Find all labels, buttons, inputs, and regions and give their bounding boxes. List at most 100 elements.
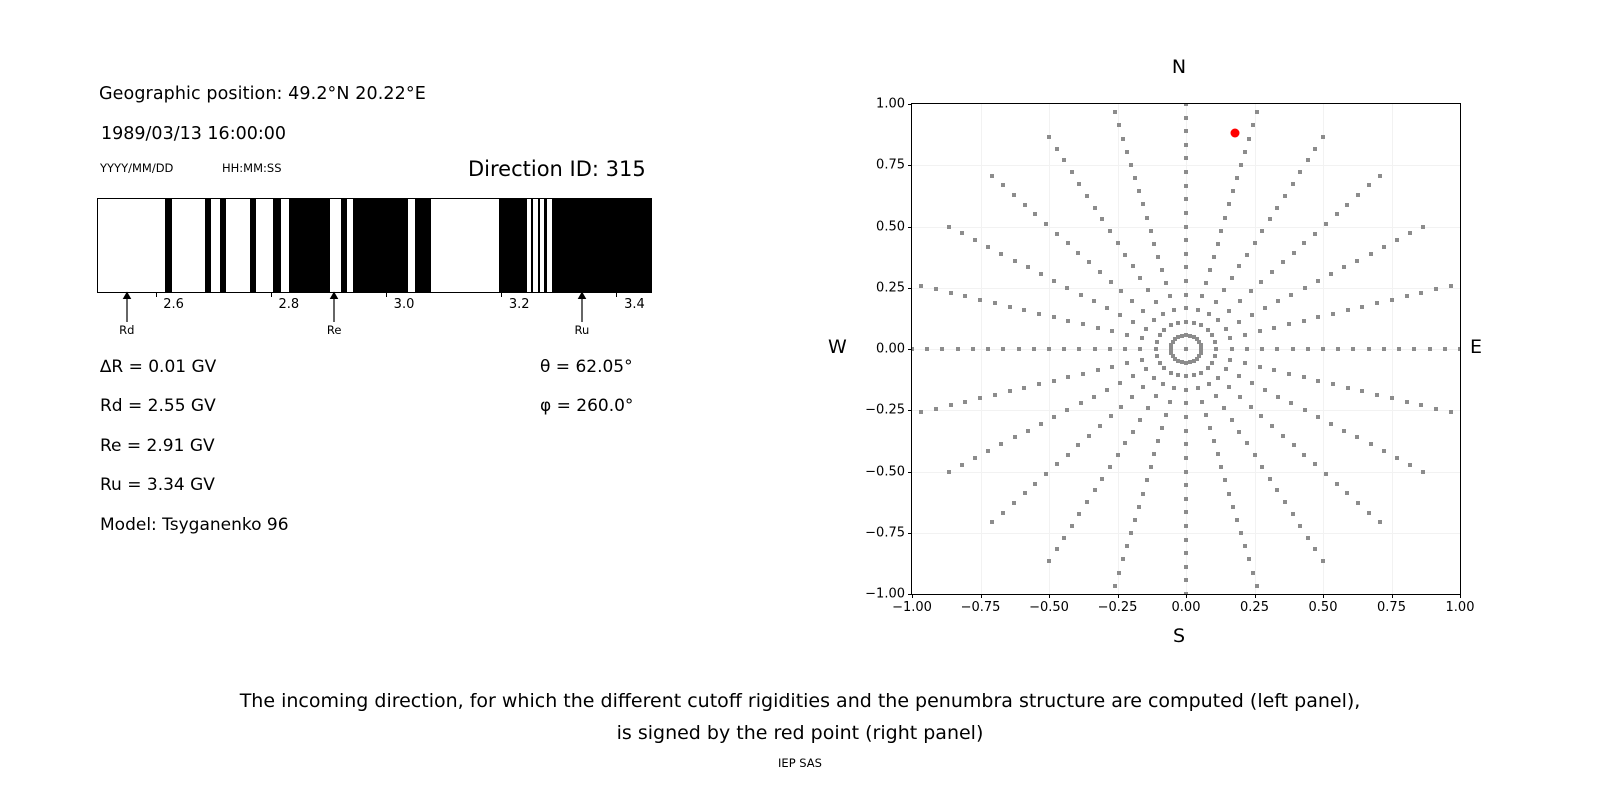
scatter-point [1108, 279, 1113, 284]
scatter-point [1291, 443, 1296, 448]
scatter-point [1184, 415, 1188, 420]
scatter-point [1051, 378, 1056, 383]
scatter-point [1215, 452, 1220, 457]
x-axis-tick-mark [912, 594, 913, 598]
scatter-point [1110, 364, 1115, 369]
scatter-point [1157, 333, 1162, 338]
scatter-point [1132, 176, 1137, 181]
penumbra-tick-label: 2.8 [278, 297, 300, 312]
scatter-point [1237, 429, 1242, 434]
scatter-point [1054, 462, 1059, 467]
penumbra-band [250, 199, 257, 292]
scatter-point [1066, 318, 1071, 323]
scatter-point [1419, 403, 1424, 408]
scatter-point [1260, 229, 1265, 234]
scatter-point [1199, 399, 1204, 404]
scatter-point [1152, 452, 1157, 457]
penumbra-tick-label: 3.2 [508, 297, 530, 312]
scatter-point [959, 231, 964, 236]
y-axis-tick-label: −0.50 [865, 464, 905, 479]
selected-direction-point[interactable] [1230, 128, 1240, 138]
penumbra-band [530, 199, 534, 292]
scatter-point [1275, 347, 1280, 351]
scatter-point [1199, 370, 1204, 375]
scatter-point [1211, 439, 1216, 444]
scatter-point [919, 283, 924, 288]
scatter-point [1007, 304, 1012, 309]
scatter-point [1184, 401, 1188, 406]
scatter-point [1118, 312, 1123, 317]
penumbra-band [289, 199, 331, 292]
scatter-point [946, 224, 951, 229]
scatter-point [1228, 336, 1233, 341]
scatter-point [1199, 294, 1204, 299]
scatter-point [1360, 389, 1365, 394]
scatter-point [1270, 423, 1275, 428]
param-rd: Rd = 2.55 GV [100, 396, 216, 416]
compass-east-label: E [1470, 336, 1483, 358]
scatter-point [1210, 360, 1215, 365]
scatter-point [1316, 378, 1321, 383]
scatter-point [1222, 405, 1227, 410]
scatter-point [1113, 583, 1118, 588]
scatter-point [912, 347, 914, 351]
penumbra-tick-mark [386, 293, 388, 297]
scatter-point [1033, 212, 1038, 217]
scatter-point [992, 301, 997, 306]
scatter-point [1184, 551, 1188, 556]
scatter-point [1254, 110, 1259, 115]
param-ru: Ru = 3.34 GV [100, 475, 215, 495]
scatter-point [1077, 181, 1082, 186]
scatter-point [1092, 205, 1097, 210]
figure-caption: The incoming direction, for which the di… [0, 685, 1600, 749]
scatter-point [1184, 455, 1188, 460]
scatter-point [1162, 327, 1167, 332]
scatter-point [1280, 260, 1285, 265]
y-axis-tick-mark [908, 287, 912, 289]
scatter-point [1345, 308, 1350, 313]
scatter-point [1153, 347, 1158, 351]
penumbra-band [551, 199, 651, 292]
scatter-point [1052, 278, 1057, 283]
scatter-point [1229, 347, 1234, 351]
scatter-point [1219, 465, 1224, 470]
scatter-point [1184, 251, 1188, 256]
scatter-point [1128, 531, 1133, 536]
x-axis-tick-mark [1254, 594, 1256, 598]
scatter-point [1229, 417, 1234, 422]
scatter-point [1298, 170, 1303, 175]
scatter-point [1022, 308, 1027, 313]
scatter-point [1205, 366, 1210, 371]
scatter-point [990, 173, 995, 178]
scatter-point [1345, 385, 1350, 390]
scatter-point [1130, 429, 1135, 434]
scatter-point [1394, 455, 1399, 460]
scatter-point [1305, 158, 1310, 163]
scatter-point [1331, 311, 1336, 316]
scatter-point [1184, 319, 1188, 324]
x-axis-tick-label: −0.25 [1097, 600, 1138, 615]
scatter-point [1184, 142, 1188, 147]
scatter-point [1097, 423, 1102, 428]
scatter-point [1176, 358, 1181, 363]
scatter-point [1404, 399, 1409, 404]
scatter-point [948, 290, 953, 295]
scatter-point [1104, 387, 1109, 392]
scatter-point [1136, 189, 1141, 194]
y-axis-tick-label: 0.50 [876, 219, 905, 234]
scatter-point [1248, 289, 1253, 294]
scatter-point [1120, 557, 1125, 562]
scatter-point [1087, 260, 1092, 265]
scatter-point [1124, 544, 1129, 549]
scatter-point [1076, 443, 1081, 448]
scatter-point [1313, 146, 1318, 151]
scatter-point [1323, 472, 1328, 477]
scatter-point [1237, 395, 1242, 400]
geographic-position-text: Geographic position: 49.2°N 20.22°E [99, 84, 426, 104]
param-phi: φ = 260.0° [540, 396, 634, 416]
scatter-point [1025, 265, 1030, 270]
penumbra-tick-label: 2.6 [163, 297, 184, 312]
param-delta-r: ∆R = 0.01 GV [100, 357, 217, 377]
scatter-point [990, 520, 995, 525]
scatter-point [1302, 241, 1307, 246]
